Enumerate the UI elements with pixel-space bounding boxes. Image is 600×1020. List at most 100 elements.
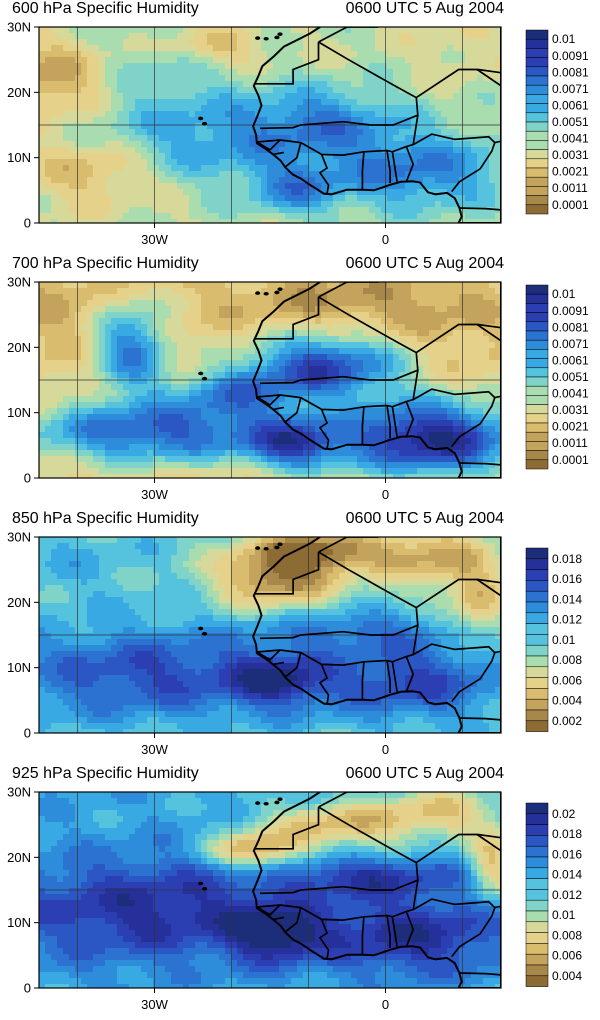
island — [255, 546, 261, 550]
island — [277, 797, 283, 801]
panel-4: 925 hPa Specific Humidity 0600 UTC 5 Aug … — [0, 765, 600, 1020]
y-tick-label: 10N — [7, 150, 31, 165]
humidity-field — [39, 27, 501, 223]
country-border — [318, 409, 330, 450]
colorbar-swatch — [525, 140, 549, 150]
country-border — [494, 905, 501, 909]
colorbar-label: 0.01 — [552, 633, 576, 647]
y-tick-label: 10N — [7, 915, 31, 930]
colorbar-label: 0.012 — [552, 888, 582, 902]
country-border — [259, 806, 419, 895]
colorbar-label: 0.0071 — [552, 82, 589, 96]
country-border — [459, 462, 501, 466]
y-tick-label: 20N — [7, 340, 31, 355]
country-border — [386, 150, 391, 184]
colorbar-swatch — [525, 824, 549, 836]
colorbar-label: 0.0091 — [552, 49, 589, 63]
colorbar-swatch — [525, 431, 549, 442]
x-tick-label: 30W — [141, 997, 168, 1012]
panel-date: 0600 UTC 5 Aug 2004 — [345, 255, 504, 272]
colorbar-label: 0.018 — [552, 827, 582, 841]
colorbar-swatch — [525, 975, 549, 987]
colorbar-swatch — [525, 813, 549, 825]
country-border — [405, 656, 415, 693]
y-tick-label: 10N — [7, 405, 31, 420]
country-border — [405, 911, 415, 948]
colorbar-label: 0.008 — [552, 653, 582, 667]
country-border — [256, 394, 281, 406]
x-tick-label: 30W — [141, 232, 168, 247]
y-tick-label: 20N — [7, 85, 31, 100]
humidity-map: 0 10N 20N 30N 30W 0 — [7, 275, 502, 502]
colorbar-swatch — [525, 121, 549, 132]
country-border — [391, 406, 398, 437]
country-border — [415, 578, 501, 609]
colorbar-swatch — [525, 376, 549, 387]
country-border — [459, 207, 501, 211]
island — [274, 35, 280, 40]
country-border — [391, 916, 398, 947]
country-border — [272, 916, 285, 921]
colorbar-swatch — [525, 293, 549, 304]
country-border — [256, 904, 281, 916]
colorbar-label: 0.0081 — [552, 320, 589, 334]
colorbar-swatch — [525, 655, 549, 668]
colorbar-swatch — [525, 349, 549, 359]
colorbar-swatch — [525, 94, 549, 104]
panel-title: 850 hPa Specific Humidity — [12, 510, 199, 527]
colorbar-swatch — [525, 634, 549, 646]
colorbar-swatch — [525, 404, 549, 415]
x-tick-label: 30W — [141, 487, 168, 502]
colorbar-label: 0.02 — [552, 807, 576, 821]
y-tick-label: 0 — [24, 726, 31, 741]
island — [263, 36, 269, 41]
colorbar-swatch — [525, 601, 549, 614]
colorbar-swatch — [525, 312, 549, 323]
panel-date: 0600 UTC 5 Aug 2004 — [345, 765, 504, 782]
colorbar-swatch — [525, 75, 549, 86]
colorbar-swatch — [525, 413, 549, 424]
country-border — [318, 664, 330, 705]
colorbar-swatch — [525, 964, 549, 977]
panel-1: 600 hPa Specific Humidity 0600 UTC 5 Aug … — [0, 0, 600, 255]
colorbar-swatch — [525, 441, 549, 451]
colorbar-swatch — [525, 358, 549, 369]
colorbar-swatch — [525, 339, 549, 350]
country-border — [386, 660, 391, 694]
colorbar-swatch — [525, 48, 549, 58]
colorbar-swatch — [525, 57, 549, 68]
y-tick-label: 0 — [24, 216, 31, 231]
country-border — [255, 42, 320, 85]
humidity-map: 0 10N 20N 30N 30W 0 — [7, 20, 502, 247]
colorbar-swatch — [525, 558, 549, 570]
x-tick-label: 0 — [382, 487, 389, 502]
colorbar-swatch — [525, 644, 549, 657]
colorbar-label: 0.0021 — [552, 165, 589, 179]
country-border — [318, 154, 330, 195]
country-border — [415, 323, 501, 354]
colorbar-swatch — [525, 29, 549, 40]
colorbar-label: 0.0031 — [552, 148, 589, 162]
island — [198, 116, 204, 121]
y-tick-label: 0 — [24, 471, 31, 486]
island — [255, 36, 261, 40]
colorbar-label: 0.002 — [552, 714, 582, 728]
country-border — [494, 140, 501, 144]
colorbar-label: 0.0061 — [552, 98, 589, 112]
panel-2: 700 hPa Specific Humidity 0600 UTC 5 Aug … — [0, 255, 600, 510]
country-border — [415, 833, 501, 864]
colorbar-label: 0.0061 — [552, 353, 589, 367]
island — [274, 800, 280, 805]
colorbar-label: 0.0011 — [552, 436, 588, 450]
humidity-field — [39, 537, 501, 733]
country-border — [256, 370, 419, 411]
country-border — [459, 717, 501, 721]
colorbar-label: 0.0041 — [552, 387, 589, 401]
country-border — [494, 395, 501, 399]
colorbar-swatch — [525, 590, 549, 603]
country-border — [405, 401, 415, 438]
colorbar-swatch — [525, 899, 549, 912]
island — [274, 290, 280, 295]
country-border — [391, 661, 398, 692]
country-border — [361, 406, 365, 445]
